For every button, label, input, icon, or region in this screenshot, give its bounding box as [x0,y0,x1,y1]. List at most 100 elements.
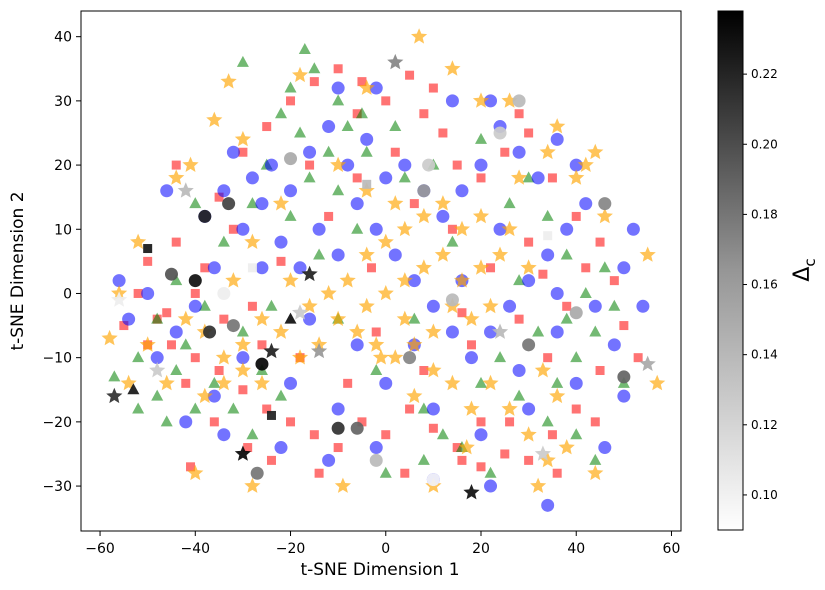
colorbar-tick-label: 0.22 [751,67,778,81]
square-data-point [405,404,415,414]
x-tick-label: −20 [276,541,306,557]
triangle-data-point [589,325,602,337]
triangle-data-point [541,415,554,427]
star-data-point [244,233,261,249]
square-data-point [219,314,229,324]
square-data-point [266,455,276,465]
circle-data-point [122,312,136,326]
square-data-point [257,340,267,350]
star-data-point [301,297,318,314]
star-data-point [639,246,656,262]
square-data-point [524,128,534,138]
star-data-point [482,374,499,391]
circle-data-point [426,402,440,416]
circle-data-point [245,171,259,185]
circle-data-point [293,261,307,275]
star-data-point [225,272,242,288]
square-data-point [343,378,353,388]
star-data-point [234,336,251,352]
star-data-point [472,259,490,275]
grey-data-point [331,421,345,435]
square-data-point [352,109,362,119]
circle-data-point [398,158,412,172]
colorbar-label-subscript: c [801,258,819,266]
triangle-data-point [551,376,564,388]
triangle-data-point [208,376,221,388]
circle-data-point [360,132,374,146]
square-data-point [381,96,391,106]
star-data-point [272,195,290,211]
square-data-point [438,128,448,138]
circle-data-point [274,235,288,249]
star-data-point [434,195,451,211]
triangle-data-point [108,370,121,382]
y-tick-label: 40 [54,30,72,46]
circle-data-point [626,222,640,236]
square-data-point [286,417,296,427]
colorbar-tick-label: 0.16 [751,278,778,292]
square-data-point [547,430,557,440]
star-data-point [253,310,270,326]
star-data-point [158,374,175,391]
triangle-data-point [408,312,421,324]
triangle-data-point [513,274,526,286]
circle-data-point [531,171,545,185]
triangle-data-point [417,402,430,414]
star-data-point [358,246,375,262]
triangle-data-point [370,364,383,376]
star-data-point [330,310,347,326]
circle-data-point [474,428,488,442]
grey-data-point [203,325,217,339]
y-tick-label: 20 [54,158,72,174]
square-data-point [590,417,600,427]
circle-data-point [569,376,583,390]
square-data-point [571,211,581,221]
star-data-point [511,169,528,185]
circle-data-point [636,299,650,313]
triangle-data-point [151,312,164,324]
circle-data-point [379,171,393,185]
triangle-data-point [360,145,373,157]
grey-data-point [222,197,236,211]
square-data-point [119,321,129,331]
circle-data-point [169,325,183,339]
square-data-point [514,109,524,119]
grey-data-point [403,351,417,365]
square-data-point [276,256,286,266]
triangle-data-point [179,338,192,350]
star-data-point [387,349,404,365]
star-data-point [330,156,347,172]
x-tick-label: 40 [567,541,585,557]
star-data-point [215,374,232,391]
triangle-data-point [341,120,354,132]
square-data-point [200,263,210,273]
circle-data-point [541,248,555,262]
star-data-point [415,207,432,224]
triangle-data-point [160,415,173,427]
x-tick-label: −60 [85,541,115,557]
circle-data-point [436,209,450,223]
triangle-data-point [417,453,430,465]
grey-data-point [177,182,194,198]
square-data-point [486,263,496,273]
star-data-point [349,323,366,339]
colorbar-tick-label: 0.14 [751,348,778,362]
star-data-point [377,233,394,249]
square-data-point [228,224,238,234]
square-data-point [181,378,191,388]
circle-data-point [255,261,269,275]
triangle-data-point [522,171,535,183]
star-data-point [587,143,604,160]
grey-data-point [284,152,298,166]
grey-data-point [493,126,507,140]
y-tick-label: −30 [42,479,72,495]
square-data-point [581,263,591,273]
circle-data-point [255,197,269,211]
circle-data-point [112,274,126,288]
square-data-point [409,199,419,209]
star-data-point [530,477,547,493]
square-data-point [333,64,343,74]
triangle-data-point [560,312,573,324]
star-data-point [234,130,251,147]
circle-data-point [331,248,345,262]
